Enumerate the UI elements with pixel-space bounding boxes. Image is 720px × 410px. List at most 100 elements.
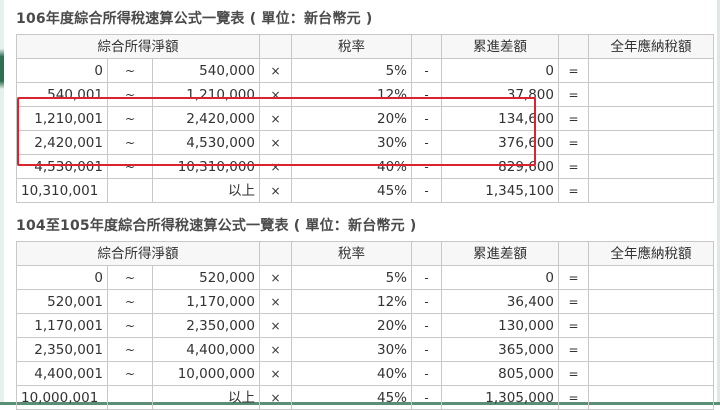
tax-amount-cell (588, 265, 714, 290)
income-from: 520,001 (16, 289, 108, 314)
income-to: 以上 (152, 385, 260, 410)
table-row: 520,001 ~ 1,170,000 × 12% - 36,400 = (16, 289, 714, 314)
header-blank (411, 241, 442, 266)
tax-rate: 40% (291, 361, 412, 386)
minus-sign: - (411, 337, 442, 362)
header-income: 綜合所得淨額 (16, 241, 260, 266)
header-blank (259, 241, 292, 266)
table-row: 10,310,001 以上 × 45% - 1,345,100 = (16, 178, 714, 203)
range-separator (107, 385, 153, 410)
income-to: 1,210,000 (152, 82, 260, 107)
equals-sign: = (558, 337, 589, 362)
income-from: 0 (16, 265, 108, 290)
header-blank (259, 34, 292, 59)
tax-rate: 12% (291, 82, 412, 107)
range-separator: ~ (107, 313, 153, 338)
tax-amount-cell (588, 289, 714, 314)
minus-sign: - (411, 178, 442, 203)
multiply-sign: × (259, 130, 292, 155)
tax-rate: 5% (291, 265, 412, 290)
minus-sign: - (411, 154, 442, 179)
tax-amount-cell (588, 385, 714, 410)
table-title-104-105: 104至105年度綜合所得稅速算公式一覽表 ( 單位：新台幣元 ) (16, 218, 417, 234)
header-income: 綜合所得淨額 (16, 34, 260, 59)
table-row: 0 ~ 540,000 × 5% - 0 = (16, 58, 714, 83)
income-from: 2,420,001 (16, 130, 108, 155)
table-row: 0 ~ 520,000 × 5% - 0 = (16, 265, 714, 290)
progressive-deduction: 36,400 (441, 289, 559, 314)
equals-sign: = (558, 313, 589, 338)
tax-amount-cell (588, 178, 714, 203)
equals-sign: = (558, 289, 589, 314)
progressive-deduction: 134,600 (441, 106, 559, 131)
minus-sign: - (411, 313, 442, 338)
income-from: 0 (16, 58, 108, 83)
table-row: 10,000,001 以上 × 45% - 1,305,000 = (16, 385, 714, 410)
tax-amount-cell (588, 106, 714, 131)
income-to: 4,400,000 (152, 337, 260, 362)
multiply-sign: × (259, 58, 292, 83)
header-rate: 稅率 (291, 241, 412, 266)
range-separator: ~ (107, 361, 153, 386)
range-separator: ~ (107, 337, 153, 362)
minus-sign: - (411, 58, 442, 83)
tax-amount-cell (588, 313, 714, 338)
multiply-sign: × (259, 289, 292, 314)
income-from: 4,530,001 (16, 154, 108, 179)
progressive-deduction: 365,000 (441, 337, 559, 362)
multiply-sign: × (259, 337, 292, 362)
tax-amount-cell (588, 130, 714, 155)
table-title-106: 106年度綜合所得稅速算公式一覽表 ( 單位：新台幣元 ) (16, 11, 373, 27)
equals-sign: = (558, 106, 589, 131)
tax-rate: 5% (291, 58, 412, 83)
income-to: 以上 (152, 178, 260, 203)
income-to: 520,000 (152, 265, 260, 290)
income-to: 1,170,000 (152, 289, 260, 314)
progressive-deduction: 829,600 (441, 154, 559, 179)
income-from: 2,350,001 (16, 337, 108, 362)
multiply-sign: × (259, 313, 292, 338)
range-separator: ~ (107, 106, 153, 131)
minus-sign: - (411, 361, 442, 386)
range-separator: ~ (107, 265, 153, 290)
range-separator: ~ (107, 289, 153, 314)
tax-table-104-105: 綜合所得淨額 稅率 累進差額 全年應納稅額 0 ~ 520,000 × 5% -… (16, 241, 714, 410)
header-blank (411, 34, 442, 59)
income-from: 1,210,001 (16, 106, 108, 131)
right-edge-strip (717, 0, 720, 405)
income-from: 540,001 (16, 82, 108, 107)
minus-sign: - (411, 289, 442, 314)
income-to: 2,420,000 (152, 106, 260, 131)
tax-amount-cell (588, 361, 714, 386)
table-row: 4,400,001 ~ 10,000,000 × 40% - 805,000 = (16, 361, 714, 386)
tax-amount-cell (588, 58, 714, 83)
income-to: 4,530,000 (152, 130, 260, 155)
income-to: 10,000,000 (152, 361, 260, 386)
equals-sign: = (558, 385, 589, 410)
header-deduction: 累進差額 (441, 34, 559, 59)
income-to: 540,000 (152, 58, 260, 83)
minus-sign: - (411, 265, 442, 290)
header-deduction: 累進差額 (441, 241, 559, 266)
equals-sign: = (558, 130, 589, 155)
table-row: 2,350,001 ~ 4,400,000 × 30% - 365,000 = (16, 337, 714, 362)
multiply-sign: × (259, 361, 292, 386)
minus-sign: - (411, 106, 442, 131)
header-blank (558, 241, 589, 266)
table-row: 2,420,001 ~ 4,530,000 × 30% - 376,600 = (16, 130, 714, 155)
progressive-deduction: 805,000 (441, 361, 559, 386)
table-row: 4,530,001 ~ 10,310,000 × 40% - 829,600 = (16, 154, 714, 179)
range-separator: ~ (107, 130, 153, 155)
table-header-row: 綜合所得淨額 稅率 累進差額 全年應納稅額 (16, 34, 714, 59)
header-total: 全年應納稅額 (588, 241, 714, 266)
minus-sign: - (411, 82, 442, 107)
progressive-deduction: 376,600 (441, 130, 559, 155)
progressive-deduction: 1,305,000 (441, 385, 559, 410)
progressive-deduction: 1,345,100 (441, 178, 559, 203)
table-header-row: 綜合所得淨額 稅率 累進差額 全年應納稅額 (16, 241, 714, 266)
tax-rate: 20% (291, 106, 412, 131)
table-row: 1,210,001 ~ 2,420,000 × 20% - 134,600 = (16, 106, 714, 131)
equals-sign: = (558, 58, 589, 83)
progressive-deduction: 0 (441, 58, 559, 83)
equals-sign: = (558, 154, 589, 179)
